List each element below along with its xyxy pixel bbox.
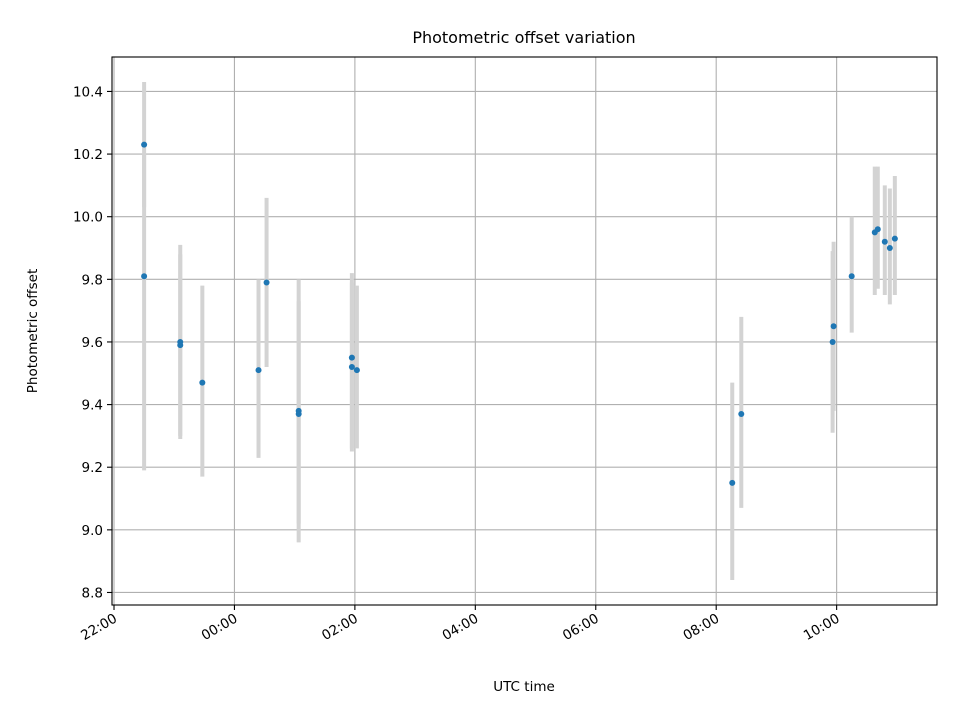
data-point	[263, 279, 270, 286]
data-point	[348, 354, 355, 361]
chart-title: Photometric offset variation	[412, 28, 635, 47]
data-point	[255, 367, 262, 374]
y-tick-label: 10.0	[73, 210, 103, 226]
y-tick-label: 9.8	[82, 272, 103, 288]
data-point	[141, 273, 148, 280]
data-point	[848, 273, 855, 280]
y-tick-label: 9.4	[82, 398, 103, 414]
grid	[112, 57, 937, 605]
data-point	[199, 379, 206, 386]
data-point	[729, 479, 736, 486]
y-axis-ticks: 8.8 9.0 9.2 9.4 9.6 9.8 10.0 10.2 10.4	[73, 84, 112, 601]
data-point	[141, 141, 148, 148]
data-point	[886, 245, 893, 252]
y-tick-label: 8.8	[82, 585, 103, 601]
y-tick-label: 9.0	[82, 523, 103, 539]
plot-frame	[111, 56, 938, 606]
data-points	[141, 141, 898, 486]
data-point	[177, 342, 184, 349]
x-axis-label: UTC time	[493, 679, 555, 695]
data-point	[295, 410, 302, 417]
y-tick-label: 9.6	[82, 335, 103, 351]
data-point	[830, 323, 837, 330]
data-point	[353, 367, 360, 374]
data-point	[829, 338, 836, 345]
y-tick-label: 9.2	[82, 460, 103, 476]
y-tick-label: 10.4	[73, 84, 103, 100]
data-point	[874, 226, 881, 233]
data-point	[348, 364, 355, 371]
data-point	[891, 235, 898, 242]
data-point	[881, 238, 888, 245]
data-point	[738, 410, 745, 417]
y-axis-label: Photometric offset	[25, 269, 41, 393]
y-tick-label: 10.2	[73, 147, 103, 163]
